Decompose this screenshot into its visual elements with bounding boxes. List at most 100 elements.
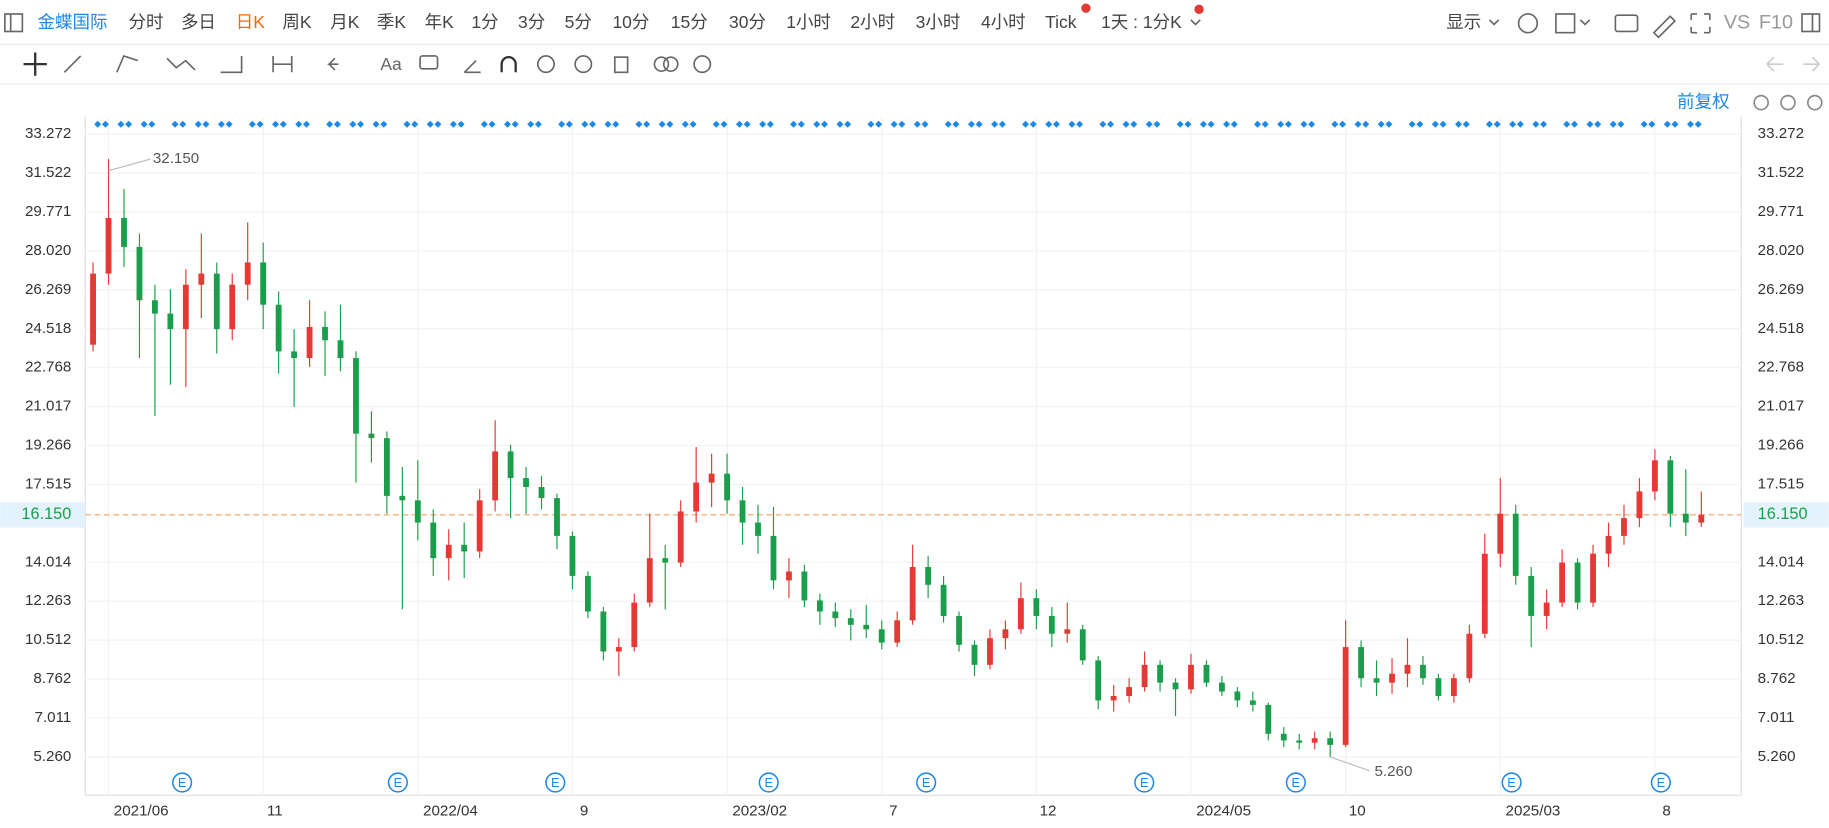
event-diamond[interactable] xyxy=(380,120,388,128)
event-diamond[interactable] xyxy=(766,120,774,128)
event-diamond[interactable] xyxy=(604,120,612,128)
event-diamond[interactable] xyxy=(357,120,365,128)
period-tab[interactable]: 3小时 xyxy=(916,12,961,32)
period-tab[interactable]: 季K xyxy=(377,12,406,32)
period-tab[interactable]: 3分 xyxy=(518,12,545,32)
event-diamond[interactable] xyxy=(1261,120,1269,128)
event-marker[interactable] xyxy=(1501,772,1522,793)
comment-tool[interactable] xyxy=(419,55,439,70)
event-diamond[interactable] xyxy=(1029,120,1037,128)
event-diamond[interactable] xyxy=(326,120,334,128)
event-diamond[interactable] xyxy=(681,120,689,128)
reset-zoom[interactable] xyxy=(1753,94,1769,111)
event-diamond[interactable] xyxy=(1253,120,1261,128)
event-marker[interactable] xyxy=(1134,772,1155,793)
event-diamond[interactable] xyxy=(890,120,898,128)
event-diamond[interactable] xyxy=(272,120,280,128)
event-diamond[interactable] xyxy=(534,120,542,128)
period-tab[interactable]: 多日 xyxy=(181,12,216,32)
period-tab[interactable]: 1小时 xyxy=(786,12,831,32)
event-diamond[interactable] xyxy=(1609,120,1617,128)
event-diamond[interactable] xyxy=(1207,120,1215,128)
move-tool[interactable] xyxy=(23,52,47,76)
event-diamond[interactable] xyxy=(457,120,465,128)
event-diamond[interactable] xyxy=(295,120,303,128)
period-tab[interactable]: Tick xyxy=(1045,12,1077,32)
panel-toggle[interactable] xyxy=(1801,13,1821,33)
event-diamond[interactable] xyxy=(1439,120,1447,128)
text-tool[interactable]: Aa xyxy=(380,54,402,74)
event-marker[interactable] xyxy=(916,772,937,793)
event-diamond[interactable] xyxy=(449,120,457,128)
event-diamond[interactable] xyxy=(256,120,264,128)
event-diamond[interactable] xyxy=(1339,120,1347,128)
event-diamond[interactable] xyxy=(179,120,187,128)
period-tab[interactable]: 日K xyxy=(236,12,265,32)
fib-tool[interactable] xyxy=(220,55,243,74)
event-diamond[interactable] xyxy=(1362,120,1370,128)
measure-tool[interactable] xyxy=(272,55,293,73)
zoom-out[interactable] xyxy=(1780,94,1796,111)
event-diamond[interactable] xyxy=(194,120,202,128)
event-diamond[interactable] xyxy=(666,120,674,128)
redo[interactable] xyxy=(1803,56,1821,72)
event-diamond[interactable] xyxy=(1385,120,1393,128)
event-diamond[interactable] xyxy=(403,120,411,128)
display-menu[interactable]: 显示 xyxy=(1446,12,1481,32)
event-diamond[interactable] xyxy=(117,120,125,128)
delete-tool[interactable] xyxy=(613,56,629,74)
event-diamond[interactable] xyxy=(1277,120,1285,128)
event-diamond[interactable] xyxy=(998,120,1006,128)
line-tool[interactable] xyxy=(63,55,82,73)
event-diamond[interactable] xyxy=(1663,120,1671,128)
event-diamond[interactable] xyxy=(480,120,488,128)
event-diamond[interactable] xyxy=(1640,120,1648,128)
event-diamond[interactable] xyxy=(140,120,148,128)
angle-tool[interactable] xyxy=(463,60,481,74)
period-tab[interactable]: 15分 xyxy=(671,12,708,32)
event-diamond[interactable] xyxy=(148,120,156,128)
event-diamond[interactable] xyxy=(1563,120,1571,128)
event-diamond[interactable] xyxy=(967,120,975,128)
event-diamond[interactable] xyxy=(1223,120,1231,128)
draw-icon[interactable] xyxy=(1652,15,1677,39)
event-diamond[interactable] xyxy=(488,120,496,128)
event-diamond[interactable] xyxy=(511,120,519,128)
period-tab[interactable]: 2小时 xyxy=(850,12,895,32)
magnet-tool[interactable] xyxy=(500,55,517,73)
event-diamond[interactable] xyxy=(1493,120,1501,128)
event-diamond[interactable] xyxy=(1022,120,1030,128)
event-diamond[interactable] xyxy=(1617,120,1625,128)
event-diamond[interactable] xyxy=(279,120,287,128)
event-diamond[interactable] xyxy=(225,120,233,128)
overlay-tool[interactable] xyxy=(653,56,670,72)
event-diamond[interactable] xyxy=(1455,120,1463,128)
event-diamond[interactable] xyxy=(1485,120,1493,128)
fullscreen-icon[interactable] xyxy=(1690,13,1711,34)
layout-icon[interactable] xyxy=(1555,13,1576,34)
period-tab[interactable]: 月K xyxy=(330,12,359,32)
undo[interactable] xyxy=(1766,56,1784,72)
event-diamond[interactable] xyxy=(1068,120,1076,128)
arrow-tool[interactable] xyxy=(327,57,339,71)
event-diamond[interactable] xyxy=(1586,120,1594,128)
zoom-in[interactable] xyxy=(1806,94,1823,111)
event-diamond[interactable] xyxy=(217,120,225,128)
event-diamond[interactable] xyxy=(867,120,875,128)
event-diamond[interactable] xyxy=(333,120,341,128)
adjust-mode[interactable]: 前复权 xyxy=(1677,91,1729,111)
event-diamond[interactable] xyxy=(975,120,983,128)
period-tab[interactable]: 1分 xyxy=(471,12,498,32)
event-diamond[interactable] xyxy=(1431,120,1439,128)
event-diamond[interactable] xyxy=(565,120,573,128)
event-diamond[interactable] xyxy=(720,120,728,128)
sidebar-toggle[interactable] xyxy=(4,13,24,33)
event-diamond[interactable] xyxy=(1230,120,1238,128)
event-diamond[interactable] xyxy=(426,120,434,128)
wave-tool[interactable] xyxy=(166,57,196,71)
event-marker[interactable] xyxy=(545,772,566,793)
event-diamond[interactable] xyxy=(643,120,651,128)
event-diamond[interactable] xyxy=(913,120,921,128)
event-diamond[interactable] xyxy=(411,120,419,128)
event-marker[interactable] xyxy=(387,772,408,793)
